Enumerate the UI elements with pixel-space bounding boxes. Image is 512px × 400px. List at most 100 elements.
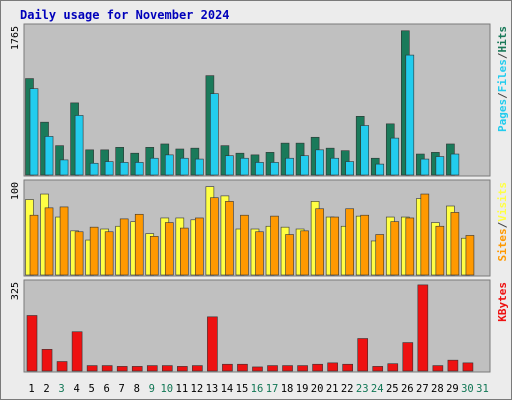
bar-kbytes-day-16 [252,366,263,372]
bar-sites-day-20 [315,208,324,276]
bar-kbytes-day-19 [297,365,308,372]
x-tick-label: 17 [266,383,279,395]
x-tick-label: 22 [341,383,354,395]
bar-sites-day-22 [345,208,354,276]
x-tick-label: 26 [401,383,414,395]
y-axis-max-label: 100 [10,182,21,200]
bar-sites-day-27 [420,193,430,276]
x-tick-label: 28 [431,383,444,395]
bar-sites-day-6 [104,231,114,276]
bar-kbytes-day-23 [357,338,369,372]
bar-kbytes-day-11 [177,366,188,372]
bar-files-day-2 [44,136,54,176]
bar-files-day-17 [270,162,279,176]
bar-sites-day-28 [435,225,445,276]
x-tick-label: 2 [43,383,49,395]
y-axis-max-label: 1765 [10,26,21,50]
bar-sites-day-21 [330,216,339,276]
bar-files-day-22 [345,161,354,176]
bar-sites-day-7 [119,218,129,276]
bar-kbytes-day-8 [131,366,143,372]
x-tick-label: 30 [461,383,474,395]
x-tick-label: 25 [386,383,399,395]
legend-item-files: Files [496,59,509,92]
x-tick-label: 21 [326,383,339,395]
bar-sites-day-24 [375,234,385,276]
x-tick-label: 15 [236,383,249,395]
bar-files-day-9 [149,157,159,176]
x-tick-label: 13 [206,383,219,395]
x-tick-label: 23 [356,383,369,395]
bar-files-day-13 [210,93,219,176]
x-tick-label: 31 [476,383,489,395]
x-tick-label: 11 [176,383,189,395]
bar-kbytes-day-13 [207,316,218,372]
bar-hits-day-7 [115,147,124,176]
bar-files-day-6 [104,161,114,176]
bar-files-day-4 [74,115,84,176]
bar-sites-day-4 [74,231,84,276]
bar-sites-day-9 [149,236,159,276]
bar-files-day-16 [255,162,264,176]
bar-sites-day-23 [360,214,370,276]
bar-kbytes-day-14 [222,363,233,372]
bar-kbytes-day-30 [462,362,474,372]
x-tick-label: 24 [371,383,384,395]
bar-kbytes-day-5 [86,365,98,372]
bar-files-day-27 [420,158,430,176]
bar-sites-day-10 [164,222,174,276]
legend-visits-sites: Sites/Visits [496,182,509,262]
bar-kbytes-day-15 [237,363,248,372]
bar-kbytes-day-20 [312,363,323,372]
bar-hits-day-5 [85,149,94,176]
bar-files-day-29 [450,153,460,176]
bar-kbytes-day-1 [26,315,38,372]
bar-sites-day-26 [405,217,415,276]
x-tick-label: 3 [58,383,64,395]
bar-files-day-20 [315,149,324,176]
bar-sites-day-12 [195,217,204,276]
bar-sites-day-13 [210,197,219,276]
legend-kbytes: KBytes [496,282,509,322]
bar-kbytes-day-18 [282,365,293,372]
bar-files-day-14 [225,155,234,176]
bar-sites-day-3 [59,206,69,276]
x-tick-label: 5 [88,383,94,395]
x-tick-label: 8 [134,383,140,395]
x-tick-label: 6 [104,383,110,395]
bar-kbytes-day-24 [372,366,384,372]
bar-files-day-26 [405,54,415,176]
x-tick-label: 20 [311,383,324,395]
x-tick-label: 4 [73,383,79,395]
bar-kbytes-day-3 [56,361,68,372]
bar-kbytes-day-25 [387,363,399,372]
bar-kbytes-day-6 [101,365,113,372]
bar-kbytes-day-2 [41,349,53,372]
legend-separator: / [496,92,509,99]
bar-kbytes-day-27 [417,284,429,372]
bar-files-day-15 [240,157,249,176]
bar-sites-day-14 [225,201,234,276]
chart-title: Daily usage for November 2024 [20,8,230,22]
bar-files-day-25 [390,137,400,176]
bar-kbytes-day-12 [192,365,203,372]
bar-kbytes-day-29 [447,359,459,372]
bar-files-day-1 [29,88,39,176]
x-tick-label: 14 [221,383,234,395]
bar-sites-day-17 [270,215,279,276]
x-tick-label: 16 [251,383,264,395]
bar-files-day-19 [300,155,309,176]
bar-files-day-8 [134,162,144,176]
panel-kbytes: 325 KBytes [10,279,509,373]
bar-sites-day-2 [44,207,54,276]
bar-kbytes-day-26 [402,342,414,372]
bar-files-day-5 [89,162,99,176]
bar-files-day-24 [375,163,385,176]
x-tick-label: 29 [446,383,459,395]
panel-visits-sites: 100 Sites/Visits [10,179,509,277]
bar-sites-day-11 [180,227,189,276]
legend-separator: / [496,52,509,59]
